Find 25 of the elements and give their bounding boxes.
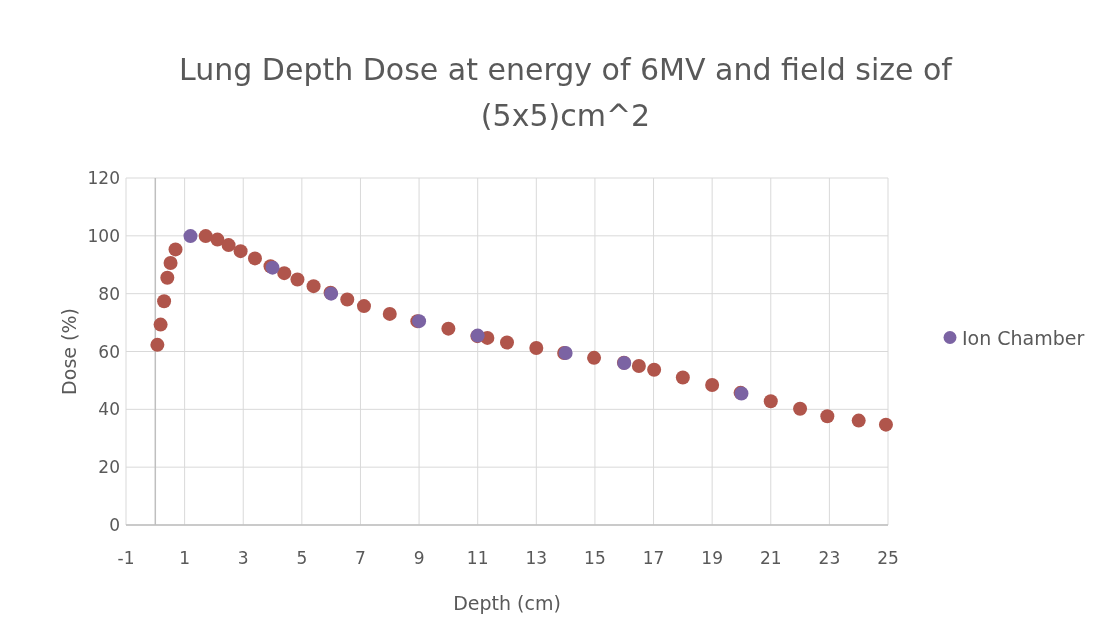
x-tick-label: -1: [117, 548, 135, 568]
y-axis-title: Dose (%): [58, 308, 80, 395]
y-tick-label: 0: [109, 515, 120, 535]
x-tick-label: 23: [818, 548, 841, 568]
y-tick-label: 100: [87, 225, 120, 246]
x-tick-label: 15: [584, 548, 606, 568]
x-tick-label: 11: [466, 548, 489, 568]
x-tick-label: 5: [296, 548, 308, 568]
legend-label: Ion Chamber: [962, 326, 1085, 349]
x-tick-label: 19: [701, 548, 723, 568]
x-tick-label: 7: [355, 548, 366, 568]
chart-title: Lung Depth Dose at energy of 6MV and field size of (5x5)cm^2: [179, 52, 954, 133]
y-tick-label: 60: [98, 341, 120, 362]
x-tick-label: 21: [759, 548, 782, 568]
x-tick-label: 17: [642, 548, 665, 568]
x-tick-label: 13: [525, 548, 548, 568]
y-tick-label: 20: [98, 457, 120, 478]
y-tick-label: 40: [98, 399, 120, 420]
x-tick-label: 1: [179, 548, 191, 568]
y-tick-label: 120: [87, 168, 120, 188]
y-tick-label: 80: [98, 283, 120, 304]
x-tick-label: 9: [413, 548, 425, 568]
x-tick-label: 25: [877, 548, 899, 568]
x-axis-title: Depth (cm): [453, 592, 561, 614]
x-tick-label: 3: [237, 548, 249, 568]
